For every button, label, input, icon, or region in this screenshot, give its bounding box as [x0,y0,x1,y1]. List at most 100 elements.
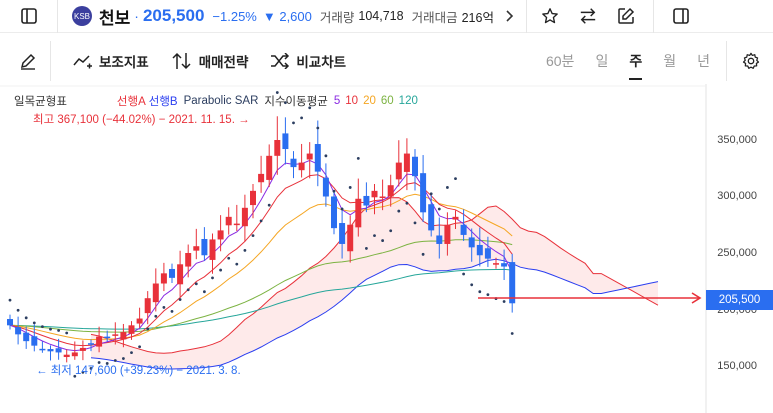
sar-dot [316,126,320,130]
sar-dot [203,290,206,294]
chevron-right-icon[interactable] [500,7,518,25]
candle-body [460,224,467,235]
sar-dot [178,298,182,301]
swap-icon[interactable] [579,7,597,25]
sidebar-toggle-icon[interactable] [20,7,38,25]
candle-body [509,262,516,304]
candle-body [128,325,135,334]
span-b-line [90,258,659,370]
y-tick: 150,000 [717,360,757,372]
gear-icon[interactable] [742,52,760,70]
candle-body [152,283,159,303]
candle-body [23,332,30,342]
low-annotation: ← 최저 147,600 (+39.23%) − 2021. 3. 8. [36,365,241,377]
candle-body [387,185,394,197]
compare-button[interactable]: 비교차트 [270,51,346,71]
sar-dot [251,234,255,238]
candle-body [501,263,508,267]
y-tick: 300,000 [717,190,757,202]
sar-dot [73,374,77,378]
sar-dot [340,207,344,211]
candle-body [47,349,54,352]
sar-dot [275,91,279,94]
candle-body [468,237,475,248]
y-tick: 350,000 [717,134,757,146]
sar-dot [211,276,214,280]
candle-body [112,334,119,336]
candle-body [322,177,329,197]
candle-body [88,343,94,345]
legend-ichimoku[interactable]: 일목균형표 [14,96,67,108]
sar-dot [284,101,287,105]
candle-body [136,318,143,324]
candle-body [193,246,200,251]
sar-dot [502,300,506,303]
stock-name[interactable]: 천보 [99,8,131,28]
candle-body [452,216,459,220]
candle-body [282,133,289,150]
amount-value: 216억 [461,10,494,25]
change-percent: −1.25% [212,8,257,24]
panel-toggle-icon[interactable] [672,7,690,25]
sar-dot [57,329,60,332]
legend-ema[interactable]: 지수이동평균 [264,96,328,108]
y-tick: 250,000 [717,247,757,259]
candle-body [201,238,208,256]
sar-dot [49,327,52,331]
legend-ema-60: 60 [380,95,394,107]
chart-toolbar: 보조지표 매매전략 비교차트 60분 일 주 월 년 [0,41,773,81]
candle-body [71,352,78,357]
sar-dot [8,298,12,302]
shuffle-icon [271,53,290,69]
updown-arrows-icon [172,52,191,70]
strategy-label: 매매전략 [198,55,249,70]
legend-ema-5: 5 [333,95,341,107]
candle-body [274,140,281,156]
candle-body [15,327,22,335]
sar-dot [122,357,125,360]
candle-body [493,263,499,265]
candle-body [314,144,321,172]
sar-dot [219,268,223,272]
sar-dot [486,293,490,297]
sar-dot [470,283,474,287]
candle-body [120,332,127,340]
sar-dot [389,229,393,233]
period-week[interactable]: 주 [629,53,643,80]
sar-dot [81,370,85,374]
sar-dot [429,192,433,196]
candle-body [371,190,378,198]
sar-dot [381,239,384,242]
current-price: 205,500 [142,6,205,25]
period-60min[interactable]: 60분 [545,53,575,69]
pencil-icon[interactable] [19,52,37,70]
candle-body [355,198,362,228]
price-chart[interactable] [0,84,773,413]
sar-dot [356,156,360,160]
candle-body [144,298,151,314]
candle-body [225,216,232,226]
legend-sar[interactable]: Parabolic SAR [183,95,259,107]
indicator-button[interactable]: 보조지표 [73,51,149,71]
sar-dot [324,154,328,158]
sar-dot [235,262,239,266]
sar-dot [194,282,198,286]
indicator-icon [73,55,92,69]
sar-dot [446,186,449,189]
period-year[interactable]: 년 [697,53,710,69]
candle-body [266,155,273,180]
period-month[interactable]: 월 [663,53,677,69]
candle-body [63,354,70,358]
edit-icon[interactable] [617,7,635,25]
candle-body [241,207,248,227]
sar-dot [146,327,150,331]
sar-dot [308,106,312,110]
ema-5-line [9,159,513,352]
ema-20-line [9,193,513,341]
sar-dot [162,306,166,309]
period-day[interactable]: 일 [595,53,609,69]
star-icon[interactable] [541,7,559,25]
strategy-button[interactable]: 매매전략 [171,51,249,71]
sar-dot [138,345,142,349]
current-price-label: 205,500 [706,290,773,310]
